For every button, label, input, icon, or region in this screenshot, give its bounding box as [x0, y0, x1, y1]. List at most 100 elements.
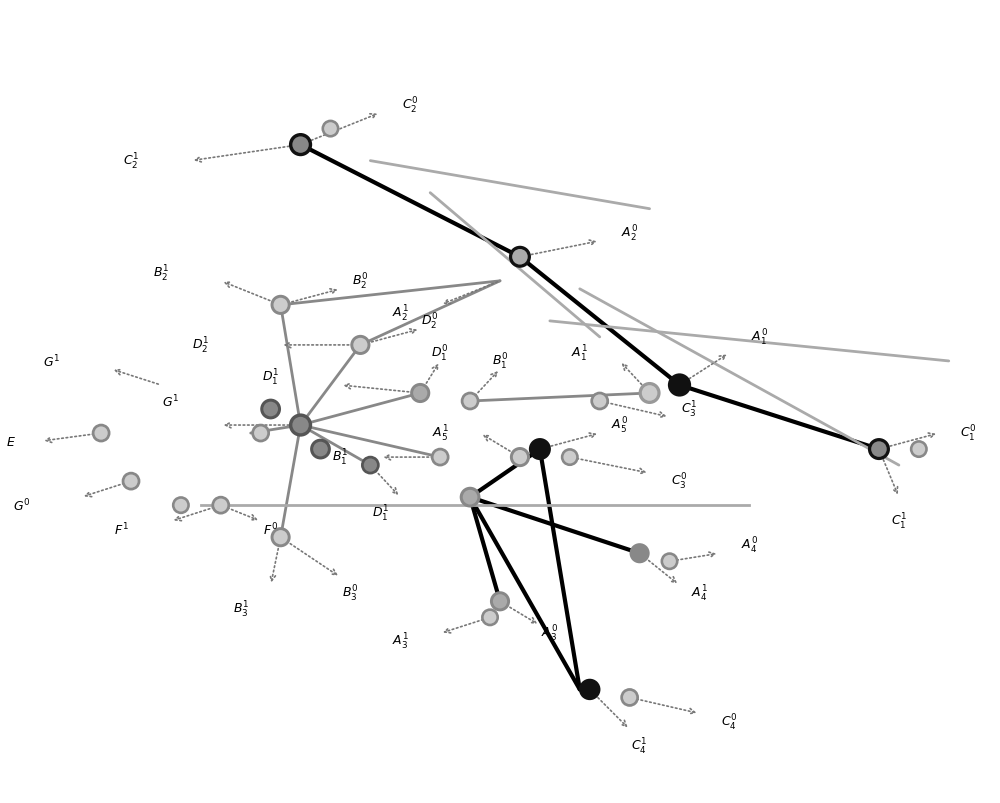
Point: [642, 387, 658, 400]
Point: [562, 451, 578, 464]
Point: [322, 123, 338, 136]
Point: [911, 443, 927, 456]
Point: [293, 139, 309, 152]
Point: [123, 475, 139, 488]
Text: $D_2^0$: $D_2^0$: [421, 312, 439, 332]
Point: [662, 555, 678, 568]
Text: $G^1$: $G^1$: [43, 353, 60, 369]
Point: [362, 459, 378, 472]
Text: $F^0$: $F^0$: [263, 521, 278, 538]
Point: [592, 395, 608, 408]
Point: [273, 531, 289, 544]
Text: $G^0$: $G^0$: [13, 497, 30, 514]
Text: $B_3^0$: $B_3^0$: [342, 584, 359, 604]
Point: [911, 443, 927, 456]
Point: [582, 683, 598, 696]
Point: [93, 427, 109, 440]
Point: [462, 491, 478, 504]
Point: [293, 419, 309, 432]
Point: [482, 611, 498, 624]
Point: [672, 379, 688, 392]
Point: [362, 459, 378, 472]
Text: $D_2^1$: $D_2^1$: [192, 336, 209, 356]
Point: [263, 403, 279, 416]
Point: [582, 683, 598, 696]
Point: [293, 139, 309, 152]
Point: [432, 451, 448, 464]
Point: [622, 691, 638, 704]
Text: $A_2^0$: $A_2^0$: [621, 223, 638, 243]
Point: [213, 499, 229, 512]
Text: $B_3^1$: $B_3^1$: [233, 600, 249, 620]
Text: $A_4^0$: $A_4^0$: [741, 536, 758, 556]
Text: $A_5^0$: $A_5^0$: [611, 415, 628, 435]
Point: [672, 379, 688, 392]
Point: [412, 387, 428, 400]
Point: [632, 547, 648, 560]
Text: $C_1^0$: $C_1^0$: [960, 423, 977, 443]
Point: [273, 299, 289, 312]
Text: $A_1^0$: $A_1^0$: [751, 328, 768, 348]
Text: $A_1^1$: $A_1^1$: [571, 344, 588, 364]
Point: [93, 427, 109, 440]
Point: [532, 443, 548, 456]
Point: [352, 339, 368, 352]
Text: $D_1^0$: $D_1^0$: [431, 344, 449, 364]
Point: [312, 443, 328, 456]
Point: [632, 547, 648, 560]
Point: [253, 427, 269, 440]
Text: $C_4^0$: $C_4^0$: [721, 711, 738, 732]
Text: $B_1^1$: $B_1^1$: [332, 447, 349, 467]
Point: [213, 499, 229, 512]
Point: [462, 395, 478, 408]
Text: $C_3^0$: $C_3^0$: [671, 471, 688, 491]
Point: [662, 555, 678, 568]
Point: [253, 427, 269, 440]
Point: [263, 403, 279, 416]
Text: $D_1^1$: $D_1^1$: [262, 368, 279, 388]
Point: [512, 251, 528, 264]
Point: [512, 451, 528, 464]
Point: [173, 499, 189, 512]
Text: $E$: $E$: [6, 435, 16, 448]
Point: [273, 531, 289, 544]
Point: [173, 499, 189, 512]
Point: [322, 123, 338, 136]
Text: $F^1$: $F^1$: [114, 521, 128, 538]
Point: [482, 611, 498, 624]
Point: [492, 595, 508, 608]
Point: [462, 491, 478, 504]
Text: $A_3^1$: $A_3^1$: [392, 631, 409, 651]
Point: [871, 443, 887, 456]
Text: $C_2^0$: $C_2^0$: [402, 96, 419, 116]
Text: $A_4^1$: $A_4^1$: [691, 584, 708, 604]
Point: [562, 451, 578, 464]
Text: $B_2^0$: $B_2^0$: [352, 271, 369, 291]
Text: $G^1$: $G^1$: [162, 393, 180, 410]
Point: [622, 691, 638, 704]
Text: $A_5^1$: $A_5^1$: [432, 423, 449, 443]
Point: [293, 419, 309, 432]
Text: $C_3^1$: $C_3^1$: [681, 399, 698, 419]
Point: [123, 475, 139, 488]
Text: $B_2^1$: $B_2^1$: [153, 263, 169, 283]
Point: [492, 595, 508, 608]
Text: $C_1^1$: $C_1^1$: [891, 512, 907, 532]
Point: [352, 339, 368, 352]
Point: [462, 395, 478, 408]
Point: [312, 443, 328, 456]
Point: [871, 443, 887, 456]
Point: [273, 299, 289, 312]
Point: [432, 451, 448, 464]
Point: [642, 387, 658, 400]
Point: [412, 387, 428, 400]
Point: [512, 251, 528, 264]
Point: [592, 395, 608, 408]
Point: [512, 451, 528, 464]
Text: $A_3^0$: $A_3^0$: [541, 623, 558, 643]
Point: [532, 443, 548, 456]
Text: $A_2^1$: $A_2^1$: [392, 304, 409, 324]
Text: $B_1^0$: $B_1^0$: [492, 352, 508, 372]
Text: $C_2^1$: $C_2^1$: [123, 152, 139, 172]
Text: $C_4^1$: $C_4^1$: [631, 736, 648, 756]
